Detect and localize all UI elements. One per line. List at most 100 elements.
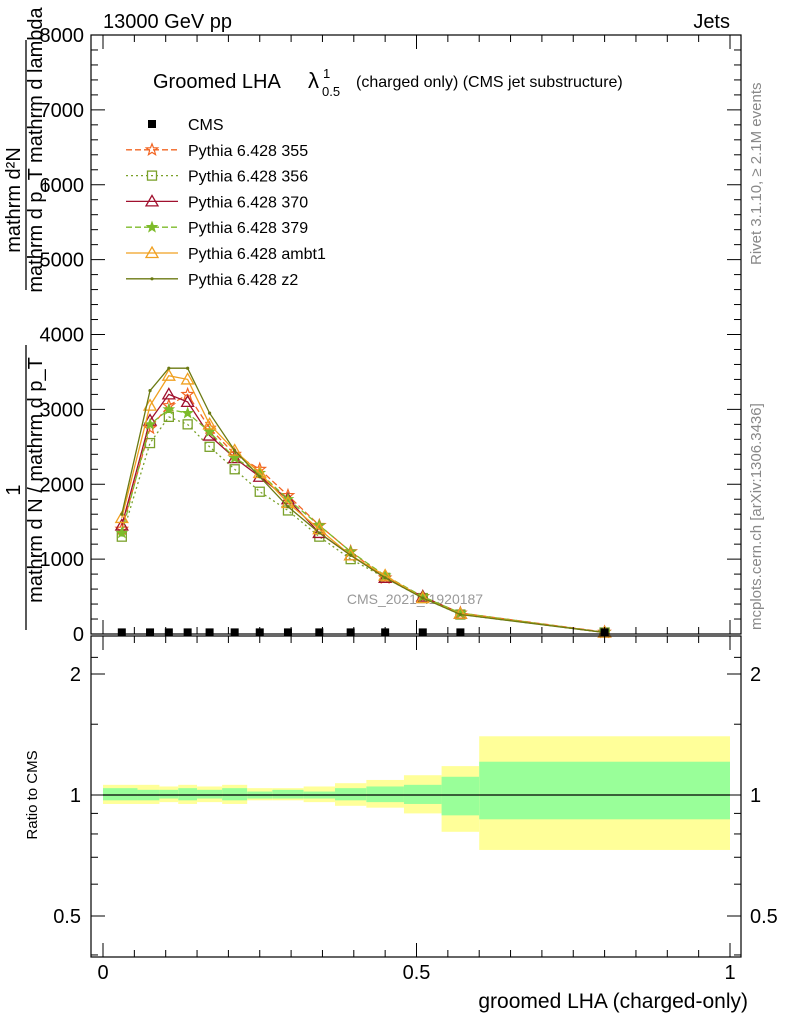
cms-point-5 [230,628,239,637]
series-2-point-2 [161,387,176,400]
x-tick-label-2: 1 [724,962,735,984]
ratio-band-inner-11 [403,784,442,804]
cms-point-12 [456,628,465,637]
ratio-y-tick-label-left-2: 2 [70,664,81,686]
title-superscript: 1 [323,66,330,81]
ratio-y-tick-label-right-2: 2 [750,664,761,686]
main-y-tick-label-2: 2000 [40,474,85,496]
series-5-point-7 [286,505,290,509]
ratio-band-inner-2 [159,789,179,799]
main-y-tick-label-0: 0 [73,624,84,646]
series-1-point-4 [204,441,215,452]
series-3-point-3 [181,406,194,419]
y-label-fraction-numerator: 1 [3,484,25,495]
series-1-point-2 [163,411,174,423]
series-4-point-5 [227,443,242,456]
series-2-point-3 [180,394,195,408]
ratio-band-inner-0 [103,788,138,801]
series-5-point-6 [258,475,262,479]
legend-label-1: Pythia 6.428 356 [188,169,308,186]
series-5-point-1 [148,389,152,393]
series-5-point-5 [233,448,237,453]
ratio-y-tick-label-right-1: 1 [750,785,761,807]
ratio-band-inner-4 [197,789,223,799]
ratio-band-inner-10 [366,786,404,803]
cms-point-1 [146,628,155,637]
series-line-3 [121,408,605,634]
x-tick-label-1: 0.5 [403,962,431,984]
mcplots-label: mcplots.cern.ch [arXiv:1306.3436] [748,403,765,630]
series-5-point-2 [167,366,171,370]
axes: 0 1000 2000 3000 4000 5000 6000 7000 8000 0 0.5 1 0.… [40,25,778,984]
cms-data-points [117,628,609,637]
svg-text:Groomed LHA: Groomed LHA [153,71,281,93]
x-axis-label: groomed LHA (charged-only) [478,990,748,1013]
series-line-5 [121,367,605,634]
series-4-point-3 [180,372,195,385]
series-1-point-5 [229,464,240,475]
series-4-point-9 [343,548,358,561]
main-y-tick-label-5: 5000 [40,250,85,272]
ratio-band-inner-9 [334,788,367,801]
legend-marker-2 [144,194,160,207]
ratio-band-inner-7 [272,789,304,799]
series-5-point-0 [120,512,124,516]
main-y-tick-label-7: 7000 [40,100,85,122]
legend-label-2: Pythia 6.428 370 [188,194,308,211]
legend-marker-cms [148,120,156,128]
series-5-point-12 [458,612,462,617]
ratio-y-tick-label-left-0: 0.5 [53,906,81,928]
rivet-version-label: Rivet 3.1.10, ≥ 2.1M events [748,83,765,266]
legend-label-0: Pythia 6.428 355 [188,143,308,160]
legend-marker-4 [144,245,160,259]
main-curves [114,366,612,639]
series-5-point-11 [421,596,425,600]
header-energy-label: 13000 GeV pp [103,11,232,33]
main-y-tick-label-8: 8000 [40,25,85,47]
cms-point-9 [346,628,355,637]
ratio-band-inner-3 [178,788,198,801]
series-3-point-8 [312,518,326,531]
ratio-band-inner-5 [222,788,248,801]
cms-point-11 [418,628,427,637]
series-4-point-11 [415,590,430,604]
legend-label-4: Pythia 6.428 ambt1 [188,246,326,263]
main-y-axis-label: 1 mathrm d N / mathrm d p_T mathrm d²N m… [3,6,47,630]
series-4-point-4 [202,417,217,430]
chart-title: Groomed LHA λ 1 0.5 (charged only) (CMS … [153,66,623,99]
series-5-point-8 [317,531,321,535]
main-y-tick-label-6: 6000 [40,175,85,197]
legend-label-cms: CMS [188,117,224,134]
legend-marker-0 [144,142,160,157]
series-line-1 [121,416,605,634]
series-5-point-9 [349,553,353,557]
legend-label-5: Pythia 6.428 z2 [188,272,298,289]
legend-label-3: Pythia 6.428 379 [188,220,308,237]
series-4-point-0 [114,510,129,524]
series-3-point-4 [203,425,216,438]
series-3-point-2 [162,402,176,415]
ratio-uncertainty-bands [103,736,730,850]
ratio-band-inner-12 [441,776,480,816]
title-rest: (charged only) (CMS jet substructure) [356,74,623,91]
main-y-tick-label-1: 1000 [40,549,85,571]
ratio-y-tick-label-right-0: 0.5 [750,906,778,928]
series-0-point-1 [142,420,158,435]
series-4-point-10 [378,568,393,581]
cms-point-2 [164,628,173,637]
ratio-y-tick-label-left-1: 1 [70,785,81,807]
main-y-tick-label-4: 4000 [40,325,85,347]
series-3-point-5 [228,451,241,464]
legend-marker-5 [150,277,154,281]
title-lambda: λ [308,68,319,93]
cms-point-3 [183,628,192,637]
cms-point-4 [205,628,214,637]
y-label-d2n: mathrm d²N [3,147,25,253]
header-jets-label: Jets [693,11,730,33]
series-1-point-3 [182,419,193,430]
title-subscript: 0.5 [322,84,340,99]
legend-marker-1 [146,170,158,181]
series-5 [120,366,607,635]
cms-point-0 [117,628,126,637]
